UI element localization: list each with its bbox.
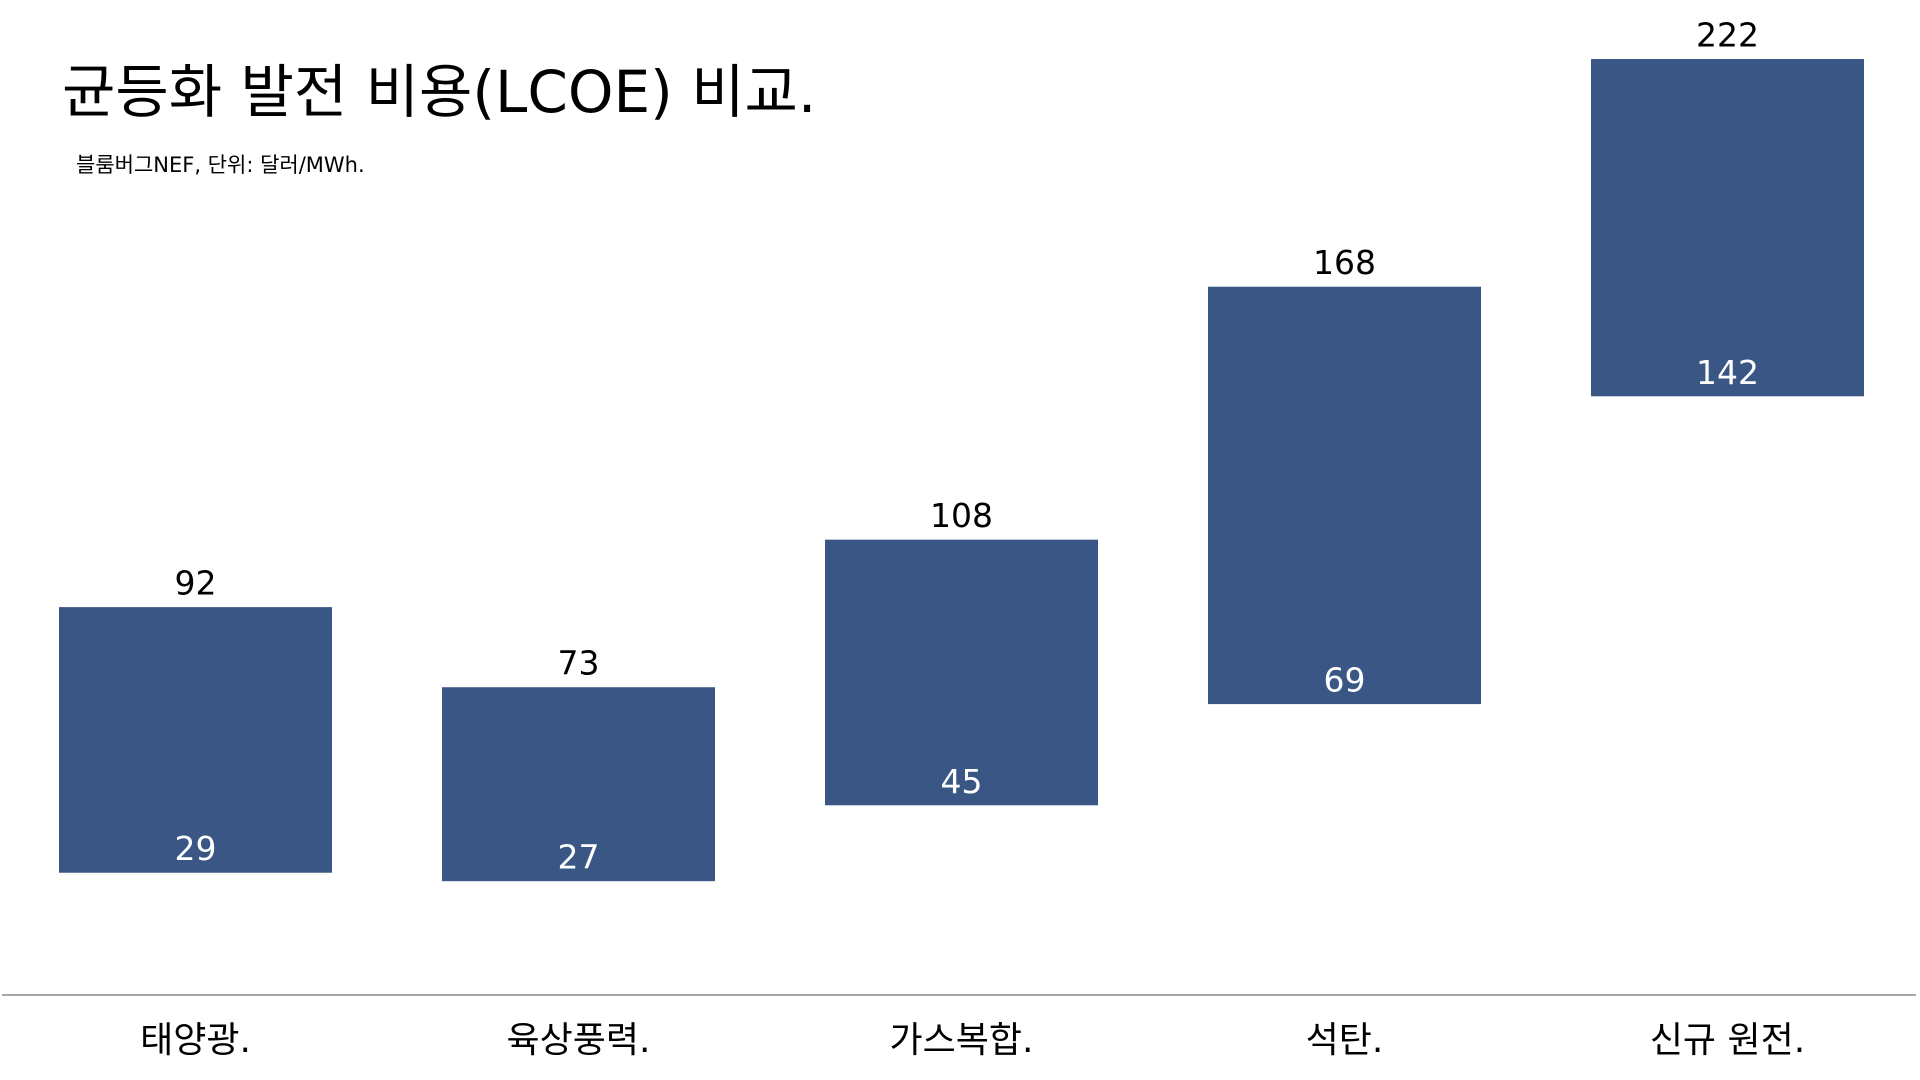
x-tick-label: 석탄. [1306, 1020, 1384, 1061]
x-tick-label: 가스복합. [890, 1020, 1034, 1061]
x-tick-label: 신규 원전. [1650, 1020, 1805, 1061]
bar [1591, 59, 1864, 397]
bar [442, 687, 715, 882]
value-label-high: 168 [1313, 243, 1376, 282]
value-label-high: 108 [930, 496, 993, 535]
value-label-high: 73 [558, 644, 600, 683]
value-label-low: 45 [941, 762, 983, 801]
chart-title: 균등화 발전 비용(LCOE) 비교. [62, 58, 816, 126]
value-label-low: 27 [558, 838, 600, 877]
bar [59, 607, 332, 873]
value-label-low: 29 [175, 829, 217, 868]
x-tick-label: 태양광. [140, 1020, 251, 1061]
value-label-high: 92 [175, 564, 217, 603]
bar [1208, 286, 1481, 705]
x-tick-label: 육상풍력. [507, 1020, 651, 1061]
value-label-high: 222 [1696, 16, 1759, 55]
value-label-low: 69 [1324, 661, 1366, 700]
bar [825, 539, 1098, 806]
chart-subtitle: 블룸버그NEF, 단위: 달러/MWh. [76, 153, 365, 177]
value-label-low: 142 [1696, 353, 1759, 392]
